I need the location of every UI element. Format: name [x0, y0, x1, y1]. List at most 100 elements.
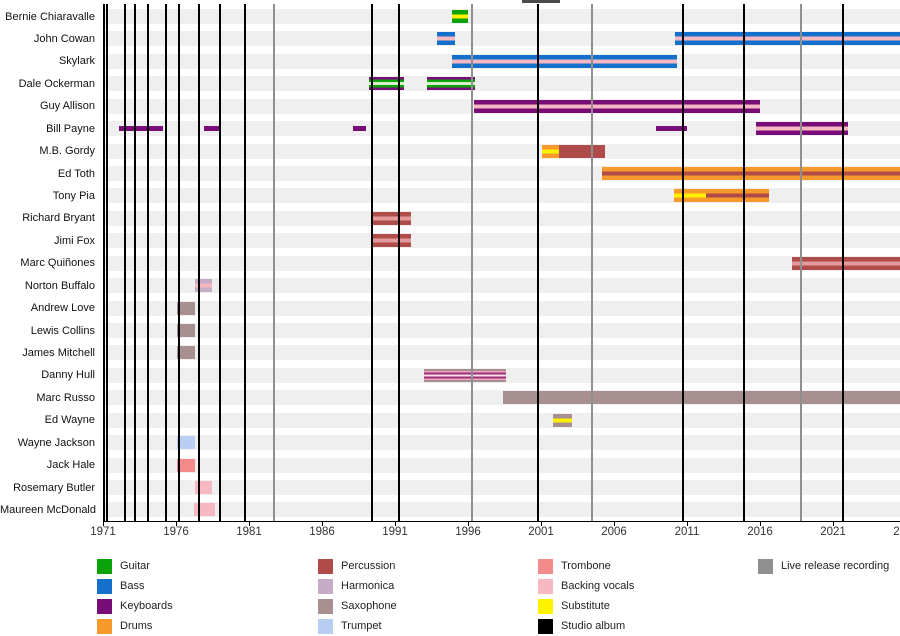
harmonica-legend-swatch [318, 579, 333, 594]
tenure-bar [503, 391, 900, 405]
tenure-bar [177, 301, 195, 315]
studio-album-line [742, 4, 745, 521]
axis-tick-label: 2021 [820, 526, 846, 538]
axis-tick [760, 522, 761, 526]
studio-album-line [398, 4, 401, 521]
axis-tick [687, 522, 688, 526]
row-band [103, 121, 900, 137]
member-name-label: Dale Ockerman [18, 77, 95, 90]
row-band [103, 345, 900, 361]
tenure-bar [177, 346, 195, 360]
row-band [103, 412, 900, 428]
tenure-bar [451, 10, 468, 23]
axis-tick [833, 522, 834, 526]
axis-tick [322, 522, 323, 526]
studio-album-line [164, 4, 167, 521]
substitute-legend-swatch [538, 599, 553, 614]
axis-tick [176, 522, 177, 526]
live-release-line [272, 4, 275, 521]
tenure-bar [373, 234, 412, 248]
row-band [103, 435, 900, 451]
studio-album-line [177, 4, 180, 521]
row-band [103, 210, 900, 226]
member-name-label: Rosemary Butler [13, 481, 95, 494]
y-axis-line [103, 4, 105, 521]
trombone-legend-swatch [538, 559, 553, 574]
axis-tick-label: 1986 [309, 526, 335, 538]
member-name-label: Tony Pia [52, 189, 95, 202]
trombone-legend-label: Trombone [561, 560, 611, 572]
row-band [103, 457, 900, 473]
saxophone-legend-label: Saxophone [341, 600, 397, 612]
keyboards-legend-swatch [97, 599, 112, 614]
guitar-legend-swatch [97, 559, 112, 574]
substitute-legend-label: Substitute [561, 600, 610, 612]
studio-album-line [243, 4, 246, 521]
row-band [103, 233, 900, 249]
keyboards-legend-label: Keyboards [120, 600, 173, 612]
axis-tick-label: 1996 [455, 526, 481, 538]
clipped-title-fragment [522, 0, 560, 3]
percussion-legend-swatch [318, 559, 333, 574]
axis-tick [468, 522, 469, 526]
harmonica-legend-label: Harmonica [341, 580, 395, 592]
live-release-line [799, 4, 802, 521]
row-band [103, 188, 900, 204]
axis-tick-label: 1976 [163, 526, 189, 538]
x-axis-line [103, 521, 900, 522]
member-name-label: Guy Allison [39, 100, 95, 113]
axis-tick [541, 522, 542, 526]
row-band [103, 76, 900, 92]
axis-tick-label: 2026 [893, 526, 900, 538]
tenure-bar [437, 32, 455, 46]
member-name-label: Richard Bryant [22, 212, 95, 225]
studio-album-line [537, 4, 540, 521]
tenure-bar [705, 189, 769, 203]
studio-album-line [218, 4, 221, 521]
tenure-bar [558, 144, 606, 158]
tenure-bar [602, 167, 900, 180]
live-release-recording-legend-swatch [758, 559, 773, 574]
bass-legend-label: Bass [120, 580, 145, 592]
axis-tick [614, 522, 615, 526]
tenure-bar [792, 256, 900, 270]
axis-tick-label: 2016 [747, 526, 773, 538]
tenure-bar [673, 189, 706, 203]
axis-tick-label: 1971 [90, 526, 116, 538]
tenure-bar [368, 77, 404, 91]
studio-album-line [123, 4, 126, 521]
live-release-recording-legend-label: Live release recording [781, 560, 890, 572]
axis-tick [249, 522, 250, 526]
bass-legend-swatch [97, 579, 112, 594]
tenure-bar [473, 99, 760, 113]
member-name-label: Norton Buffalo [24, 279, 95, 292]
backing-vocals-legend-swatch [538, 579, 553, 594]
studio-album-legend-swatch [538, 619, 553, 634]
tenure-bar [542, 144, 559, 158]
row-band [103, 255, 900, 271]
studio-album-line [198, 4, 201, 521]
member-name-label: Bill Payne [46, 122, 95, 135]
live-release-line [591, 4, 594, 521]
axis-tick-label: 2011 [674, 526, 700, 538]
tenure-bar [424, 368, 506, 382]
axis-tick-label: 1981 [236, 526, 262, 538]
trumpet-legend-label: Trumpet [341, 620, 382, 632]
row-band [103, 502, 900, 518]
studio-album-line [681, 4, 684, 521]
studio-album-line [842, 4, 845, 521]
saxophone-legend-swatch [318, 599, 333, 614]
studio-album-legend-label: Studio album [561, 620, 626, 632]
tenure-bar [177, 324, 195, 338]
member-name-label: Marc Quiñones [20, 257, 95, 270]
drums-legend-label: Drums [120, 620, 153, 632]
member-name-label: Danny Hull [41, 369, 95, 382]
row-band [103, 323, 900, 339]
member-name-label: Jack Hale [46, 459, 95, 472]
tenure-bar [177, 436, 195, 450]
axis-tick [395, 522, 396, 526]
row-band [103, 9, 900, 24]
row-band [103, 480, 900, 496]
tenure-bar [427, 77, 476, 91]
